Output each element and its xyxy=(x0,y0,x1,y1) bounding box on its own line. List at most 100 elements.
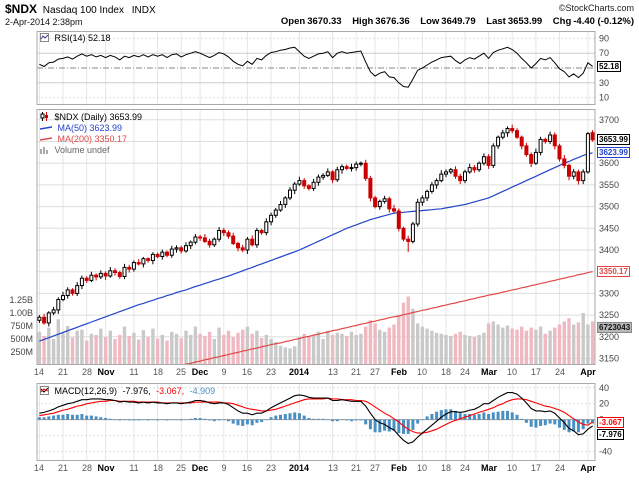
x-tick-label: 11 xyxy=(129,463,139,473)
svg-text:3600: 3600 xyxy=(599,158,619,168)
candles xyxy=(37,124,595,327)
svg-text:3150: 3150 xyxy=(599,354,619,364)
x-tick-label: Dec xyxy=(191,463,209,473)
chg-value: -4.40 (-0.12%) xyxy=(573,16,634,27)
x-tick-label: 28 xyxy=(81,463,92,473)
index-name: Nasdaq 100 Index xyxy=(42,5,124,16)
chg-label: Chg xyxy=(552,16,572,27)
x-tick-label: 21 xyxy=(350,463,361,473)
chart-datetime: 2-Apr-2014 2:38pm xyxy=(5,17,83,27)
x-tick-label: 9 xyxy=(221,463,227,473)
x-tick-label: 17 xyxy=(530,463,541,473)
macd-value-signal: -3.067, xyxy=(156,386,185,396)
quote-high: High 3676.36 xyxy=(352,16,409,27)
x-tick-label: 10 xyxy=(506,463,517,473)
candlestick-icon xyxy=(40,112,49,123)
ma200-legend: MA(200) 3350.17 xyxy=(57,134,128,144)
macd-legend-label: MACD(12,26,9) xyxy=(54,386,118,396)
ma200-legend-row: MA(200) 3350.17 xyxy=(39,134,128,145)
price-panel: 3700365036003550350034503400335033003250… xyxy=(9,109,619,365)
svg-text:70: 70 xyxy=(599,48,609,58)
x-tick-label: 14 xyxy=(33,367,44,377)
x-tick-label: 25 xyxy=(175,367,186,377)
last-value: 3653.99 xyxy=(507,16,543,27)
ndx-legend-row: $NDX (Daily) 3653.99 xyxy=(40,112,142,123)
x-tick-label: 16 xyxy=(241,367,252,377)
x-tick-label: 18 xyxy=(152,367,163,377)
x-tick-label: 13 xyxy=(327,367,338,377)
x-tick-label: Mar xyxy=(480,367,497,377)
quote-last: Last 3653.99 xyxy=(486,16,542,27)
svg-text:750M: 750M xyxy=(10,321,33,331)
macd-legend-row: MACD(12,26,9) -7.976, -3.067, -4.909 xyxy=(40,386,215,397)
ma50-value-box: 3623.99 xyxy=(597,147,630,159)
ma50-line-icon xyxy=(39,124,53,134)
symbol: $NDX xyxy=(5,2,38,16)
ndx-legend: $NDX (Daily) 3653.99 xyxy=(54,112,143,122)
x-tick-label: 2014 xyxy=(288,463,310,473)
x-tick-label: 21 xyxy=(350,367,361,377)
volume-bars xyxy=(37,296,595,364)
x-tick-label: Apr xyxy=(580,367,596,377)
open-label: Open xyxy=(280,16,306,27)
svg-text:3550: 3550 xyxy=(599,180,619,190)
ma200-value-box: 3350.17 xyxy=(597,266,630,278)
svg-text:1.25B: 1.25B xyxy=(9,295,33,305)
svg-text:3450: 3450 xyxy=(599,223,619,233)
low-value: 3649.79 xyxy=(441,16,476,27)
svg-text:250M: 250M xyxy=(10,347,33,357)
svg-text:3200: 3200 xyxy=(599,332,619,342)
x-tick-label: 27 xyxy=(369,463,380,473)
x-tick-label: 16 xyxy=(241,463,252,473)
svg-text:20: 20 xyxy=(599,399,609,409)
x-tick-label: 28 xyxy=(81,367,92,377)
macd-signal-box: -3.067 xyxy=(597,416,624,428)
x-tick-label: 18 xyxy=(440,463,451,473)
high-label: High xyxy=(352,16,374,27)
macd-panel: 40200-20-40 xyxy=(36,383,612,461)
x-tick-label: 10 xyxy=(416,463,427,473)
low-label: Low xyxy=(420,16,440,27)
svg-text:500M: 500M xyxy=(10,334,33,344)
x-tick-label: Mar xyxy=(480,463,497,473)
volume-legend-row: Volume undef xyxy=(40,145,110,156)
volume-bars-icon xyxy=(40,145,49,156)
svg-text:30: 30 xyxy=(599,78,609,88)
quote-low: Low 3649.79 xyxy=(420,16,475,27)
macd-indicator-icon xyxy=(40,386,49,397)
x-tick-label: 13 xyxy=(327,463,338,473)
volume-legend: Volume undef xyxy=(54,145,110,155)
x-tick-label: 24 xyxy=(554,463,565,473)
svg-text:10: 10 xyxy=(599,93,609,103)
chart-header: $NDX Nasdaq 100 Index INDX xyxy=(5,2,156,16)
macd-histogram xyxy=(37,409,595,434)
x-tick-label: 24 xyxy=(554,367,565,377)
x-tick-label: 14 xyxy=(33,463,44,473)
svg-text:1.00B: 1.00B xyxy=(9,308,33,318)
x-tick-label: Nov xyxy=(97,367,115,377)
x-tick-label: Feb xyxy=(390,463,407,473)
rsi-indicator-icon xyxy=(40,33,49,44)
x-tick-label: 10 xyxy=(506,367,517,377)
high-value: 3676.36 xyxy=(375,16,410,27)
svg-text:-40: -40 xyxy=(599,446,612,456)
x-tick-label: 24 xyxy=(459,463,470,473)
rsi-legend-label: RSI(14) 52.18 xyxy=(54,33,111,43)
x-tick-label: 9 xyxy=(221,367,227,377)
x-tick-label: 21 xyxy=(57,463,68,473)
x-tick-label: 17 xyxy=(530,367,541,377)
x-tick-label: 11 xyxy=(129,367,139,377)
x-tick-label: Feb xyxy=(390,367,407,377)
svg-text:3400: 3400 xyxy=(599,245,619,255)
open-value: 3670.33 xyxy=(307,16,342,27)
x-tick-label: 18 xyxy=(152,463,163,473)
svg-text:3250: 3250 xyxy=(599,310,619,320)
rsi-legend: RSI(14) 52.18 xyxy=(40,33,111,44)
x-tick-label: Dec xyxy=(191,367,209,377)
last-label: Last xyxy=(486,16,506,27)
ma200-line-icon xyxy=(39,135,53,145)
x-axis-labels-price: 14 21 28 Nov 11 18 25 Dec 9 16 23 2014 13 21 27 Feb 10 18… xyxy=(0,367,639,379)
x-axis-labels-macd: 14 21 28 Nov 11 18 25 Dec 9 16 23 2014 13 21 27 Feb 10 18… xyxy=(0,463,639,475)
x-tick-label: Apr xyxy=(580,463,596,473)
exchange-code: INDX xyxy=(131,5,156,16)
